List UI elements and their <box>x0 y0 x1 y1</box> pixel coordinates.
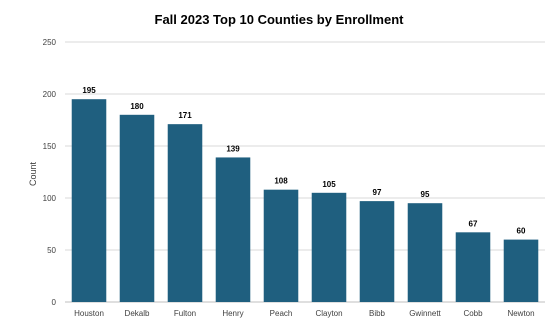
data-labels: 195 180 171 139 108 105 97 95 67 60 <box>82 86 526 235</box>
y-tick-label: 150 <box>43 142 57 151</box>
x-tick-label: Houston <box>74 309 104 318</box>
data-label: 108 <box>274 177 288 186</box>
x-tick-label: Gwinnett <box>409 309 441 318</box>
bar-cobb <box>455 232 491 302</box>
y-axis-ticks: 0 50 100 150 200 250 <box>43 38 57 307</box>
data-label: 95 <box>421 190 430 199</box>
data-label: 180 <box>130 102 144 111</box>
bar-clayton <box>311 192 347 302</box>
data-label: 67 <box>469 219 478 228</box>
y-axis-label: Count <box>28 162 38 187</box>
bar-bibb <box>359 201 395 302</box>
x-tick-label: Bibb <box>369 309 386 318</box>
data-label: 139 <box>226 144 240 153</box>
x-tick-label: Peach <box>270 309 293 318</box>
bar-fulton <box>167 124 203 302</box>
data-label: 195 <box>82 86 96 95</box>
y-tick-label: 0 <box>52 298 57 307</box>
bar-henry <box>215 157 251 302</box>
bar-dekalb <box>119 114 155 302</box>
bar-peach <box>263 189 299 302</box>
bar-houston <box>71 99 107 302</box>
bar-gwinnett <box>407 203 443 302</box>
chart-title: Fall 2023 Top 10 Counties by Enrollment <box>155 12 405 27</box>
y-tick-label: 100 <box>43 194 57 203</box>
data-label: 171 <box>178 111 192 120</box>
y-tick-label: 250 <box>43 38 57 47</box>
y-tick-label: 200 <box>43 90 57 99</box>
x-tick-label: Dekalb <box>125 309 150 318</box>
data-label: 105 <box>322 180 336 189</box>
data-label: 60 <box>517 227 526 236</box>
x-tick-label: Newton <box>507 309 534 318</box>
x-tick-label: Cobb <box>463 309 483 318</box>
bar-newton <box>503 239 539 302</box>
x-tick-label: Henry <box>222 309 243 318</box>
x-tick-label: Fulton <box>174 309 196 318</box>
data-label: 97 <box>373 188 382 197</box>
bars <box>71 99 539 302</box>
x-axis-ticks: Houston Dekalb Fulton Henry Peach Clayton Bibb… <box>74 309 534 318</box>
x-tick-label: Clayton <box>315 309 342 318</box>
y-tick-label: 50 <box>47 246 56 255</box>
